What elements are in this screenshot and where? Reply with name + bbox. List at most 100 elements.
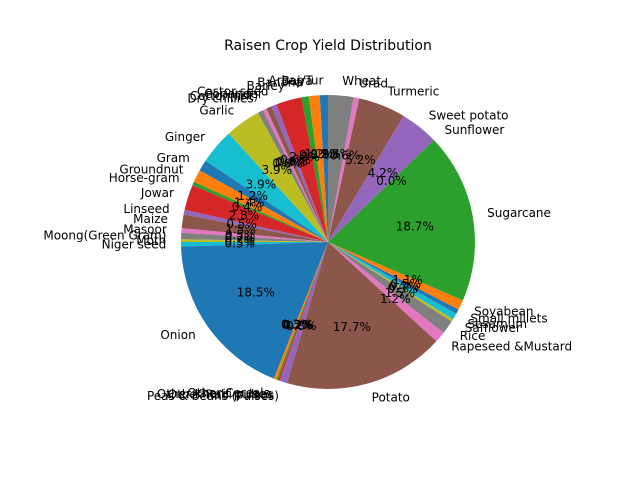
pie-slice-ginger xyxy=(205,133,328,242)
pie-slice-sesamum xyxy=(328,242,457,320)
pie-slice-urad xyxy=(328,97,360,242)
pct-label-castor-seed: 0.6% xyxy=(280,153,311,167)
pct-label-rice: 1.5% xyxy=(385,286,416,300)
pie-slice-masoor xyxy=(181,228,328,242)
pct-label-masoor: 0.5% xyxy=(225,228,256,242)
pct-label-rapeseed-mustard: 1.2% xyxy=(380,292,411,306)
category-label-gram: Gram xyxy=(157,151,190,165)
pct-label-moth: 0.3% xyxy=(225,234,256,248)
category-label-rice: Rice xyxy=(460,329,486,343)
pie-slice-small-millets xyxy=(328,242,459,314)
pct-label-cotton-lint: 0.4% xyxy=(275,155,306,169)
category-label-dry-chillies: Dry chillies xyxy=(187,91,253,105)
category-label-sweet-potato: Sweet potato xyxy=(429,108,509,122)
pie-slice-rice xyxy=(328,242,452,333)
pie-slice-turmeric xyxy=(328,98,404,242)
pie-slice-onion xyxy=(181,242,328,379)
pct-label-horse-gram: 0.4% xyxy=(232,200,263,214)
pct-label-linseed: 0.5% xyxy=(226,217,257,231)
pie-slice-banana xyxy=(301,96,328,243)
pct-label-banana: 0.8% xyxy=(299,148,330,162)
pct-label-peas-beans-pulses: 0.8% xyxy=(286,319,317,333)
pct-label-gram: 1.2% xyxy=(237,189,268,203)
category-label-maize: Maize xyxy=(133,212,168,226)
category-label-onion: Onion xyxy=(160,328,195,342)
pct-label-dry-chillies: 0.6% xyxy=(272,157,303,171)
category-label-coriander: Coriander xyxy=(204,87,263,101)
pct-label-groundnut: 1.4% xyxy=(234,195,265,209)
category-label-other-rabi-pulses: Other Rabi pulses xyxy=(168,387,275,401)
pie-slice-moong-green-gram xyxy=(181,232,328,242)
category-label-ginger: Ginger xyxy=(165,130,205,144)
pct-label-onion: 18.5% xyxy=(237,286,275,300)
category-label-other-kharif-pulses: Other Kharif pulses xyxy=(157,387,272,401)
category-label-turmeric: Turmeric xyxy=(387,85,440,99)
chart-title: Raisen Crop Yield Distribution xyxy=(224,38,432,54)
category-label-banana: Banana xyxy=(257,75,303,89)
pie-slice-arhar-tur xyxy=(319,95,328,242)
category-label-safflower: Safflower xyxy=(465,321,521,335)
pct-label-small-millets: 0.5% xyxy=(390,277,421,291)
category-label-sugarcane: Sugarcane xyxy=(487,206,551,220)
pct-label-maize: 1.5% xyxy=(225,223,256,237)
pct-label-sesamum: 0.7% xyxy=(389,280,420,294)
pie-slice-dry-chillies xyxy=(257,110,328,242)
pie-slice-bajra xyxy=(308,95,328,242)
pie-slice-castor-seed xyxy=(271,104,328,242)
pie-slice-safflower xyxy=(328,242,454,322)
category-label-horse-gram: Horse-gram xyxy=(109,171,180,185)
pie-slice-maize xyxy=(181,214,328,242)
category-label-peas-beans-pulses: Peas & beans (Pulses) xyxy=(147,389,279,403)
pie-slice-other-cereals xyxy=(273,242,328,380)
category-label-garlic: Garlic xyxy=(199,103,234,117)
pie-slice-peas-beans-pulses xyxy=(279,242,328,384)
category-label-soyabean: Soyabean xyxy=(474,304,533,318)
pct-label-wheat: 2.8% xyxy=(320,147,351,161)
pie-slice-groundnut xyxy=(193,170,328,242)
pct-label-arhar-tur: 0.9% xyxy=(310,147,341,161)
pct-label-jowar: 2.8% xyxy=(229,208,260,222)
pie-slice-niger-seed xyxy=(181,242,328,247)
pie-slice-jowar xyxy=(184,185,328,242)
pct-label-barley: 2.8% xyxy=(289,150,320,164)
pct-label-moong-green-gram: 0.7% xyxy=(225,231,256,245)
category-label-moong-green-gram: Moong(Green Gram) xyxy=(43,228,166,242)
category-label-barley: Barley xyxy=(246,79,284,93)
pct-label-garlic: 3.9% xyxy=(262,163,293,177)
category-label-sunflower: Sunflower xyxy=(444,123,504,137)
pie-percentage-labels: 0.9%1.2%0.8%2.8%0.6%0.6%0.4%0.6%3.9%3.9%… xyxy=(225,147,434,334)
pie-slice-wheat xyxy=(328,95,354,242)
pie-slice-other-kharif-pulses xyxy=(276,242,328,381)
pct-label-other-cereals: 0.3% xyxy=(281,317,312,331)
pie-slice-other-rabi-pulses xyxy=(278,242,328,381)
pie-slices xyxy=(181,95,475,390)
category-label-jowar: Jowar xyxy=(140,186,174,200)
category-label-niger-seed: Niger seed xyxy=(102,238,167,252)
pct-label-other-kharif-pulses: 0.2% xyxy=(282,318,313,332)
pct-label-sugarcane: 18.7% xyxy=(396,219,434,233)
pct-label-ginger: 3.9% xyxy=(246,178,277,192)
pie-slice-cotton-lint xyxy=(262,108,328,242)
pie-slice-linseed xyxy=(183,209,328,242)
pct-label-coriander: 0.6% xyxy=(277,154,308,168)
pct-label-potato: 17.7% xyxy=(333,320,371,334)
pie-slice-moth xyxy=(181,239,328,242)
pie-slice-barley xyxy=(276,97,328,242)
category-label-arhar-tur: Arhar/Tur xyxy=(269,73,324,87)
category-label-linseed: Linseed xyxy=(123,202,169,216)
pie-slice-potato xyxy=(286,242,437,390)
pie-slice-rapeseed-mustard xyxy=(328,242,444,342)
pct-label-safflower: 0.3% xyxy=(387,282,418,296)
category-label-cotton-lint: Cotton(lint) xyxy=(190,89,258,103)
pie-slice-gram xyxy=(199,160,328,242)
category-label-potato: Potato xyxy=(372,391,410,405)
pct-label-urad: 0.6% xyxy=(330,148,361,162)
category-label-small-millets: Small millets xyxy=(470,312,547,326)
pie-slice-garlic xyxy=(228,112,328,242)
category-label-masoor: Masoor xyxy=(123,222,167,236)
pct-label-sunflower: 0.0% xyxy=(376,174,407,188)
pct-label-sweet-potato: 4.2% xyxy=(368,166,399,180)
category-label-wheat: Wheat xyxy=(342,74,381,88)
pct-label-turmeric: 5.2% xyxy=(345,153,376,167)
